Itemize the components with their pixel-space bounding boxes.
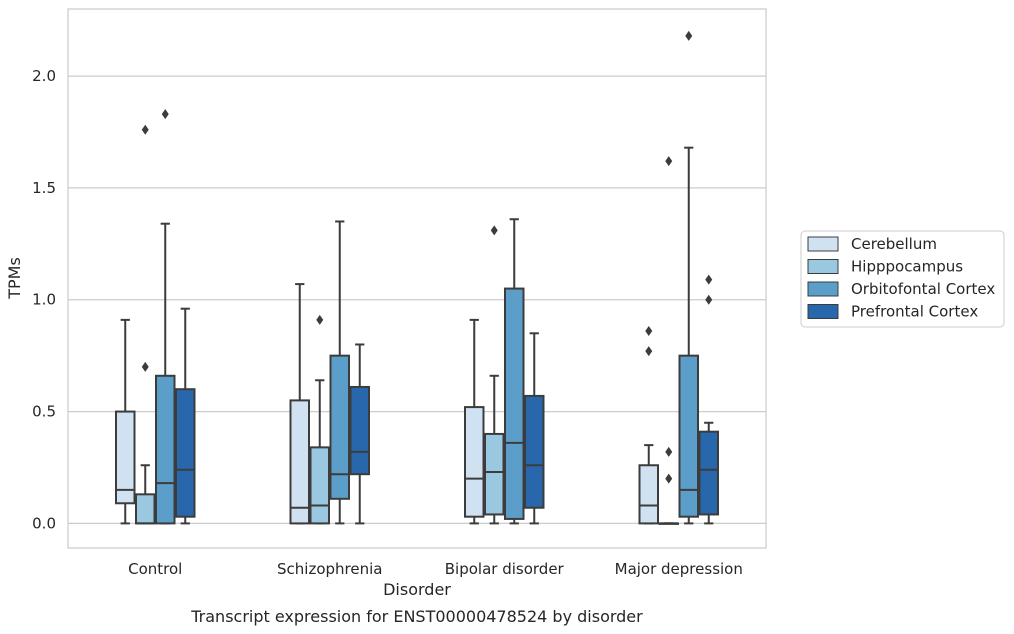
box-orbitofontal-cortex [155, 109, 176, 525]
legend-swatch [807, 236, 839, 252]
box-body [135, 493, 156, 525]
legend-frame [800, 230, 1005, 328]
box-body [175, 388, 196, 518]
box-body [464, 406, 485, 518]
legend-label: Cerebellum [851, 235, 937, 253]
box-body [504, 287, 525, 520]
box-prefrontal-cortex [524, 332, 545, 525]
x-tick-labels: Control Schizophrenia Bipolar disorder Majo… [128, 560, 743, 578]
x-tick-label: Schizophrenia [277, 560, 382, 578]
x-tick-label: Major depression [615, 560, 743, 578]
outlier-point [665, 473, 673, 484]
box-cerebellum [638, 326, 659, 525]
box-body [329, 354, 350, 500]
chart-caption: Transcript expression for ENST0000047852… [190, 607, 643, 626]
box-cerebellum [115, 318, 136, 525]
outlier-point [645, 326, 653, 337]
box-body [484, 432, 505, 516]
legend-swatch [807, 259, 839, 274]
outlier-point [316, 314, 324, 325]
box-orbitofontal-cortex [329, 220, 350, 525]
outlier-point [141, 124, 149, 135]
outlier-point [705, 274, 713, 285]
legend: Cerebellum Hipppocampus Orbitofontal Corte… [800, 230, 1005, 328]
outlier-point [141, 361, 149, 372]
y-axis-title: TPMs [5, 257, 24, 300]
box-body [698, 430, 719, 516]
box-body [289, 399, 310, 525]
box-body [155, 374, 176, 525]
box-prefrontal-cortex [175, 307, 196, 525]
outlier-point [665, 156, 673, 167]
box-body [309, 446, 330, 525]
y-tick-label: 0.0 [32, 514, 56, 532]
outlier-point [685, 30, 693, 41]
box-orbitofontal-cortex [678, 30, 699, 525]
box-body [349, 385, 370, 476]
y-tick-label: 2.0 [32, 67, 56, 85]
box-body [115, 410, 136, 505]
y-tick-label: 1.0 [32, 291, 56, 309]
legend-label: Orbitofontal Cortex [851, 280, 995, 298]
y-tick-label: 0.5 [32, 403, 56, 421]
box-body [524, 394, 545, 509]
box-hipppocampus [309, 314, 330, 525]
box-orbitofontal-cortex [504, 218, 525, 525]
box-hipppocampus [484, 225, 505, 525]
box-hipppocampus [658, 156, 679, 525]
x-tick-label: Bipolar disorder [445, 560, 565, 578]
outlier-point [705, 294, 713, 305]
box-cerebellum [464, 318, 485, 525]
box-cerebellum [289, 283, 310, 525]
legend-label: Prefrontal Cortex [851, 303, 978, 321]
outlier-point [665, 446, 673, 457]
outlier-point [645, 346, 653, 357]
box-body [678, 354, 699, 518]
y-tick-labels: 0.0 0.5 1.0 1.5 2.0 [32, 67, 56, 532]
box-prefrontal-cortex [698, 274, 719, 525]
box-prefrontal-cortex [349, 343, 370, 525]
legend-swatch [807, 281, 839, 297]
outlier-point [490, 225, 498, 236]
x-tick-label: Control [128, 560, 182, 578]
box-groups [115, 30, 719, 525]
y-tick-label: 1.5 [32, 179, 56, 197]
x-axis-title: Disorder [383, 580, 451, 599]
legend-label: Hipppocampus [851, 258, 963, 276]
outlier-point [161, 109, 169, 120]
legend-swatch [807, 304, 839, 319]
box-body [638, 464, 659, 525]
box-hipppocampus [135, 124, 156, 525]
